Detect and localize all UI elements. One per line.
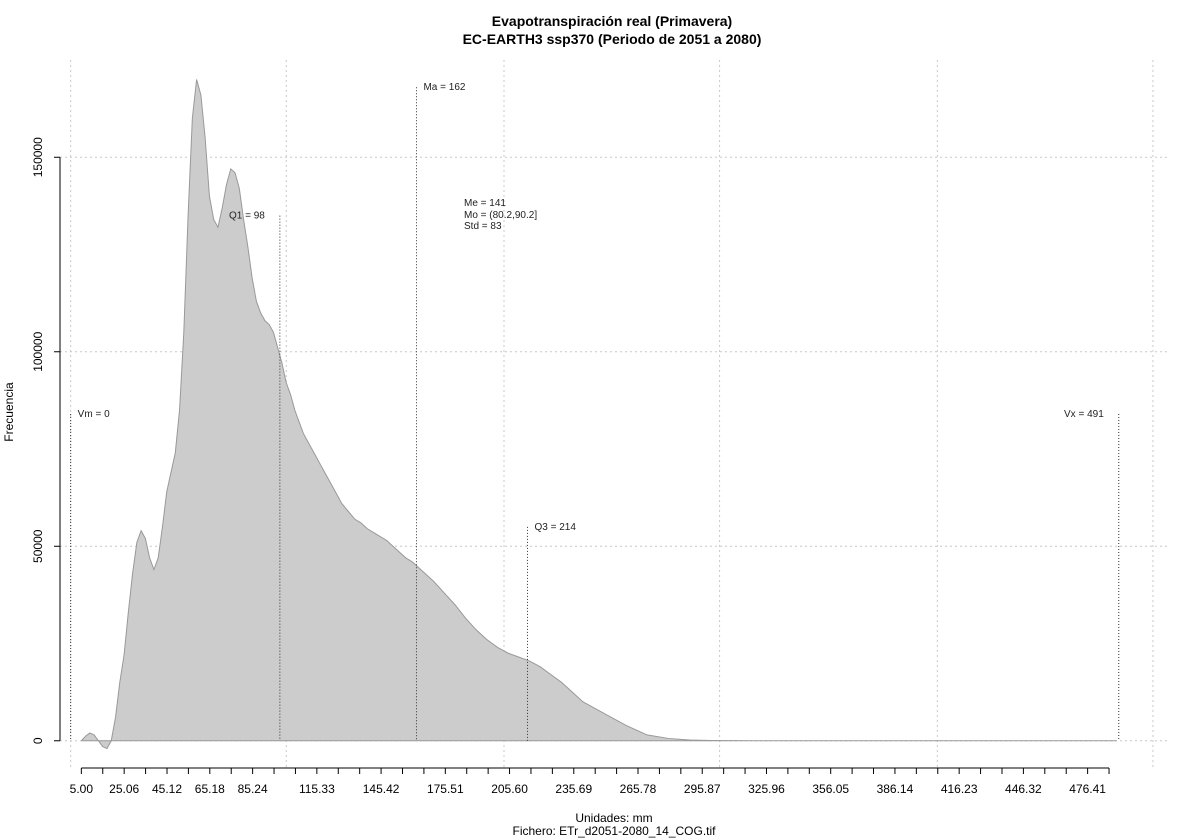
y-axis-label: Frecuencia (2, 382, 16, 442)
x-tick-label-6: 145.42 (363, 782, 400, 796)
x-tick-label-12: 325.96 (748, 782, 785, 796)
x-axis-label: Unidades: mm (575, 811, 652, 825)
x-tick-label-10: 265.78 (620, 782, 657, 796)
x-tick-label-3: 65.18 (195, 782, 225, 796)
x-tick-label-4: 85.24 (238, 782, 268, 796)
x-tick-label-17: 476.41 (1069, 782, 1106, 796)
x-tick-label-1: 25.06 (109, 782, 139, 796)
y-tick-label-0: 0 (31, 737, 45, 744)
file-footer: Fichero: ETr_d2051-2080_14_COG.tif (513, 824, 717, 838)
stats-mode: Mo = (80.2,90.2] (464, 210, 537, 221)
x-tick-label-5: 115.33 (299, 782, 335, 796)
x-tick-label-11: 295.87 (684, 782, 721, 796)
marker-label-0: Vm = 0 (78, 409, 110, 420)
marker-label-4: Vx = 491 (1064, 409, 1104, 420)
y-tick-label-2: 100000 (31, 331, 45, 371)
marker-label-3: Q3 = 214 (534, 522, 576, 533)
x-tick-label-16: 446.32 (1005, 782, 1042, 796)
y-tick-label-1: 50000 (31, 529, 45, 563)
x-tick-label-7: 175.51 (427, 782, 464, 796)
marker-label-2: Ma = 162 (423, 82, 465, 93)
marker-layer: Vm = 0 Q1 = 98 Ma = 162 Q3 = 214 Vx = 491 (70, 82, 1120, 741)
chart-title: Evapotranspiración real (Primavera) (492, 13, 732, 29)
x-tick-label-15: 416.23 (941, 782, 978, 796)
stats-std: Std = 83 (464, 221, 502, 232)
x-tick-label-8: 205.60 (491, 782, 528, 796)
axis-layer: 5.00 25.06 45.12 65.18 85.24 115.33 145.42 175.… (31, 137, 1110, 796)
stats-mean: Me = 141 (464, 198, 506, 209)
x-tick-label-9: 235.69 (555, 782, 592, 796)
y-tick-label-3: 150000 (31, 137, 45, 177)
chart-subtitle: EC-EARTH3 ssp370 (Periodo de 2051 a 2080… (463, 31, 762, 47)
x-tick-label-13: 356.05 (812, 782, 849, 796)
x-tick-label-14: 386.14 (877, 782, 914, 796)
x-tick-label-2: 45.12 (152, 782, 182, 796)
marker-label-1: Q1 = 98 (229, 211, 265, 222)
x-tick-label-0: 5.00 (70, 782, 94, 796)
density-area (80, 79, 1118, 750)
